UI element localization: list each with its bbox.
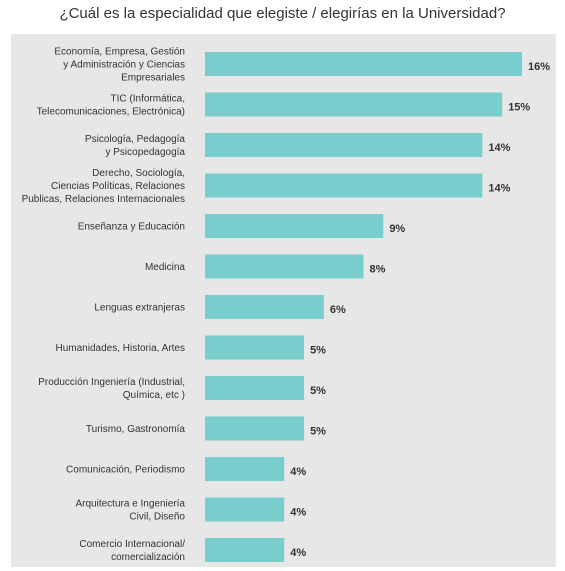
value-label: 5% (310, 426, 326, 438)
bar (205, 295, 324, 319)
value-label: 15% (508, 102, 530, 114)
category-label: Economía, Empresa, Gestión y Administraci… (54, 47, 185, 84)
category-label-line: Empresariales (121, 73, 185, 84)
bar (205, 52, 522, 76)
bar (205, 254, 364, 279)
value-label: 5% (310, 385, 326, 397)
category-label-line: Química, etc ) (123, 390, 185, 401)
category-label: Derecho, Sociología, Ciencias Políticas, … (22, 168, 185, 205)
category-label: Psicología, Pedagogía y Psicopedagogía (85, 134, 186, 158)
category-label: Arquitectura e Ingeniería Civil, Diseño (75, 499, 185, 523)
value-label: 14% (488, 142, 510, 154)
bar (205, 416, 305, 441)
category-label-line: Enseñanza y Educación (78, 222, 185, 233)
bar (205, 376, 305, 400)
category-label-line: Comercio Internacional/ (79, 539, 185, 550)
category-label-line: Publicas, Relaciones Internacionales (22, 194, 185, 205)
bar (205, 173, 483, 198)
category-label-line: y Psicopedagogía (105, 147, 185, 158)
category-label-line: Civil, Diseño (129, 512, 185, 523)
category-label-line: comercialización (111, 552, 185, 563)
chart-title: ¿Cuál es la especialidad que elegiste / … (59, 5, 506, 22)
category-label-line: Producción Ingeniería (Industrial, (38, 377, 185, 388)
category-label-line: Lenguas extranjeras (94, 303, 185, 314)
bar (205, 133, 483, 157)
category-label-line: TIC (Informática, (111, 94, 185, 105)
value-label: 6% (330, 304, 346, 316)
value-label: 8% (370, 264, 386, 276)
category-label: TIC (Informática, Telecomunicaciones, Ele… (37, 94, 185, 118)
bar (205, 335, 305, 360)
category-label-line: Derecho, Sociología, (92, 168, 185, 179)
bar (205, 497, 285, 522)
bar (205, 457, 285, 481)
category-label-line: Arquitectura e Ingeniería (75, 499, 185, 510)
category-label-line: Medicina (145, 262, 185, 273)
category-label: Comunicación, Periodismo (66, 465, 185, 476)
category-label: Lenguas extranjeras (94, 303, 185, 314)
value-label: 4% (290, 547, 306, 559)
value-label: 9% (389, 223, 405, 235)
value-label: 16% (528, 61, 550, 73)
category-label-line: y Administración y Ciencias (63, 60, 185, 71)
category-label: Comercio Internacional/comercialización (79, 539, 185, 563)
category-label: Humanidades, Historia, Artes (55, 343, 185, 354)
value-label: 5% (310, 345, 326, 357)
value-label: 14% (488, 183, 510, 195)
category-label-line: Ciencias Políticas, Relaciones (51, 181, 185, 192)
category-label-line: Turismo, Gastronomía (86, 424, 186, 435)
value-label: 4% (290, 507, 306, 519)
category-label: Medicina (145, 262, 185, 273)
category-label-line: Humanidades, Historia, Artes (55, 343, 185, 354)
bar (205, 214, 384, 238)
category-label-line: Economía, Empresa, Gestión (54, 47, 185, 58)
category-label-line: Psicología, Pedagogía (85, 134, 186, 145)
category-label: Producción Ingeniería (Industrial, Químic… (38, 377, 185, 401)
category-label: Turismo, Gastronomía (86, 424, 186, 435)
value-label: 4% (290, 466, 306, 478)
category-label-line: Telecomunicaciones, Electrónica) (37, 107, 185, 118)
bar (205, 538, 285, 562)
bar (205, 92, 503, 117)
category-label-line: Comunicación, Periodismo (66, 465, 185, 476)
category-label: Enseñanza y Educación (78, 222, 185, 233)
